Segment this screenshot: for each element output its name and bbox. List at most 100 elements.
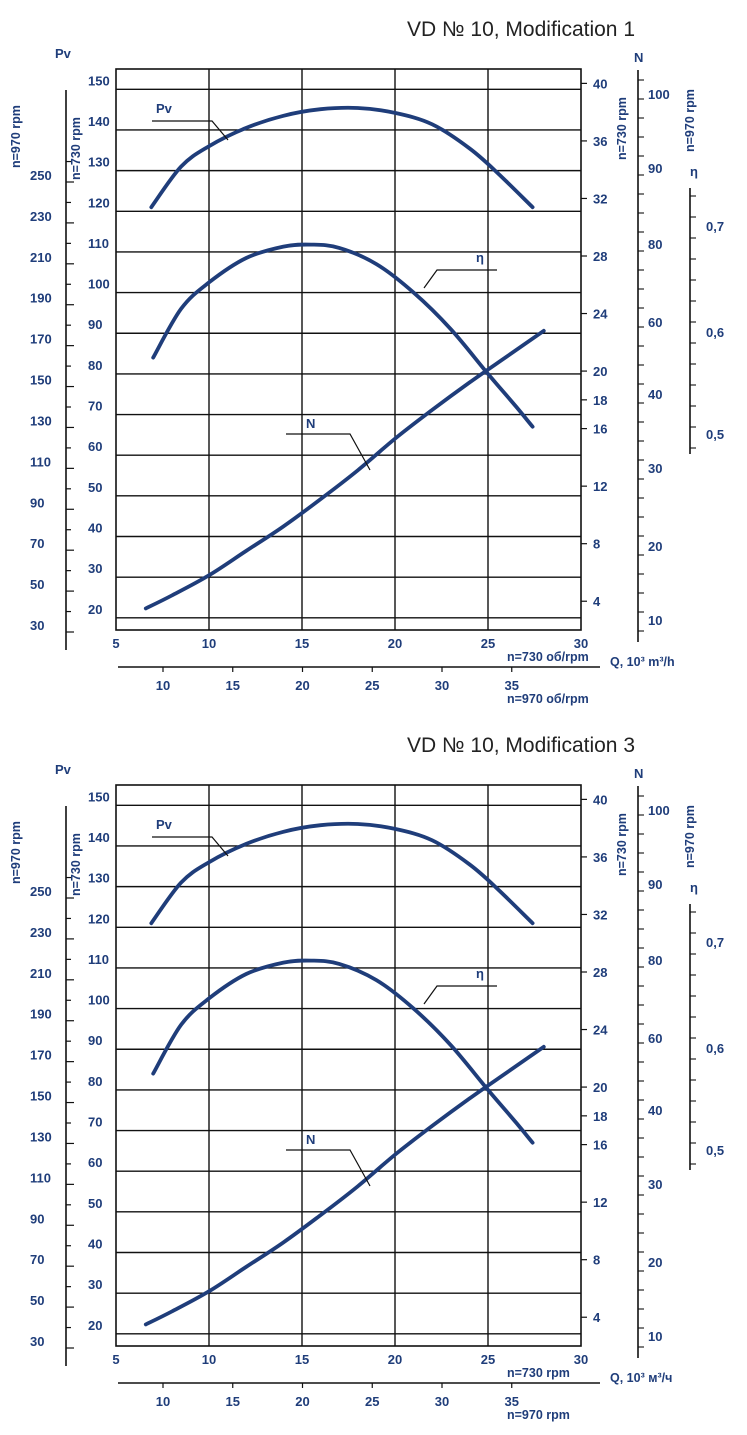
axis-title-pv: Pv — [55, 762, 72, 777]
tick-label-pv970: 190 — [30, 1007, 52, 1022]
tick-label-pv730: 70 — [88, 1115, 102, 1130]
tick-label-n730: 16 — [593, 422, 607, 437]
tick-label-n970: 20 — [648, 539, 662, 554]
tick-label-pv730: 30 — [88, 1277, 102, 1292]
tick-label-x970: 15 — [226, 1394, 240, 1409]
tick-label-pv730: 70 — [88, 399, 102, 414]
tick-label-pv970: 90 — [30, 1211, 44, 1226]
axis-label-n970: n=970 rpm — [683, 89, 697, 152]
tick-label-pv970: 250 — [30, 884, 52, 899]
tick-label-n730: 4 — [593, 1310, 601, 1325]
tick-label-n970: 100 — [648, 803, 670, 818]
tick-label-pv730: 150 — [88, 789, 110, 804]
tick-label-n970: 90 — [648, 161, 662, 176]
tick-label-x730: 25 — [481, 636, 495, 651]
tick-label-pv730: 80 — [88, 1074, 102, 1089]
tick-label-pv730: 110 — [88, 236, 109, 251]
curve-eta — [151, 242, 535, 429]
tick-label-pv970: 210 — [30, 250, 52, 265]
tick-label-x730: 5 — [112, 1352, 119, 1367]
tick-label-x730: 5 — [112, 636, 119, 651]
tick-label-pv970: 70 — [30, 1252, 44, 1267]
tick-label-x970: 25 — [365, 678, 379, 693]
tick-label-n730: 12 — [593, 1195, 607, 1210]
tick-label-pv730: 20 — [88, 602, 102, 617]
axis-label-x730: n=730 об/rpm — [507, 650, 589, 664]
axis-title-n: N — [634, 766, 643, 781]
tick-label-n970: 20 — [648, 1255, 662, 1270]
tick-label-pv970: 230 — [30, 209, 52, 224]
tick-label-pv970: 170 — [30, 1048, 52, 1063]
tick-label-n730: 28 — [593, 965, 607, 980]
tick-label-pv730: 130 — [88, 871, 110, 886]
chart-title: VD № 10, Modification 3 — [407, 734, 635, 757]
tick-label-x730: 30 — [574, 636, 588, 651]
curve-pv — [149, 821, 535, 926]
curve-eta — [151, 958, 535, 1145]
tick-label-n730: 24 — [593, 1023, 608, 1038]
tick-label-n970: 10 — [648, 613, 662, 628]
tick-label-pv730: 60 — [88, 439, 102, 454]
tick-label-n730: 8 — [593, 537, 600, 552]
tick-label-pv730: 150 — [88, 73, 110, 88]
tick-label-pv970: 110 — [30, 454, 51, 469]
tick-label-n970: 30 — [648, 461, 662, 476]
tick-label-pv970: 210 — [30, 966, 52, 981]
tick-label-x970: 20 — [295, 1394, 309, 1409]
tick-label-n730: 36 — [593, 134, 607, 149]
tick-label-pv730: 50 — [88, 1196, 102, 1211]
axis-unit-q: Q, 10³ м³/ч — [610, 1371, 672, 1385]
tick-label-pv730: 20 — [88, 1318, 102, 1333]
tick-label-pv730: 40 — [88, 521, 102, 536]
tick-label-pv730: 60 — [88, 1155, 102, 1170]
curve-label: Pv — [156, 817, 173, 832]
tick-label-n730: 40 — [593, 76, 607, 91]
tick-label-x730: 20 — [388, 636, 402, 651]
tick-label-pv730: 120 — [88, 911, 110, 926]
tick-label-x970: 20 — [295, 678, 309, 693]
axis-label-pv730: n=730 rpm — [69, 833, 83, 896]
tick-label-n970: 30 — [648, 1177, 662, 1192]
axis-label-x730: n=730 rpm — [507, 1366, 570, 1380]
axis-label-n970: n=970 rpm — [683, 805, 697, 868]
tick-label-pv970: 50 — [30, 1293, 44, 1308]
tick-label-pv730: 100 — [88, 277, 110, 292]
tick-label-x730: 15 — [295, 636, 309, 651]
axis-label-pv970: n=970 rpm — [9, 105, 23, 168]
curve-label: η — [476, 250, 484, 265]
tick-label-x730: 25 — [481, 1352, 495, 1367]
axis-label-n730: n=730 rpm — [615, 97, 629, 160]
tick-label-n730: 20 — [593, 364, 607, 379]
tick-label-n730: 18 — [593, 1109, 607, 1124]
tick-label-pv730: 130 — [88, 155, 110, 170]
tick-label-x970: 10 — [156, 1394, 170, 1409]
tick-label-pv970: 150 — [30, 373, 52, 388]
tick-label-pv730: 140 — [88, 114, 110, 129]
tick-label-pv970: 30 — [30, 1334, 44, 1349]
tick-label-n970: 60 — [648, 315, 662, 330]
tick-label-pv730: 90 — [88, 1033, 102, 1048]
curve-label: η — [476, 966, 484, 981]
tick-label-eta: 0,5 — [706, 427, 724, 442]
tick-label-eta: 0,6 — [706, 325, 724, 340]
tick-label-pv970: 50 — [30, 577, 44, 592]
chart-1: VD № 10, Modification 1 20 30 40 50 60 70 80 90 1… — [9, 18, 724, 706]
tick-label-x970: 15 — [226, 678, 240, 693]
tick-label-x730: 10 — [202, 1352, 216, 1367]
tick-label-n730: 24 — [593, 307, 608, 322]
curve-leader — [423, 985, 497, 1005]
curve-leader — [286, 1149, 371, 1187]
tick-label-n970: 90 — [648, 877, 662, 892]
tick-label-pv730: 30 — [88, 561, 102, 576]
tick-label-n730: 12 — [593, 479, 607, 494]
chart-2: VD № 10, Modification 3 20 30 40 50 60 70 80 90 1… — [9, 734, 724, 1422]
axis-label-n730: n=730 rpm — [615, 813, 629, 876]
chart-title: VD № 10, Modification 1 — [407, 18, 635, 41]
tick-label-eta: 0,5 — [706, 1143, 724, 1158]
tick-label-x730: 15 — [295, 1352, 309, 1367]
tick-label-x970: 25 — [365, 1394, 379, 1409]
tick-label-pv970: 110 — [30, 1170, 51, 1185]
tick-label-n730: 40 — [593, 792, 607, 807]
tick-label-pv730: 50 — [88, 480, 102, 495]
